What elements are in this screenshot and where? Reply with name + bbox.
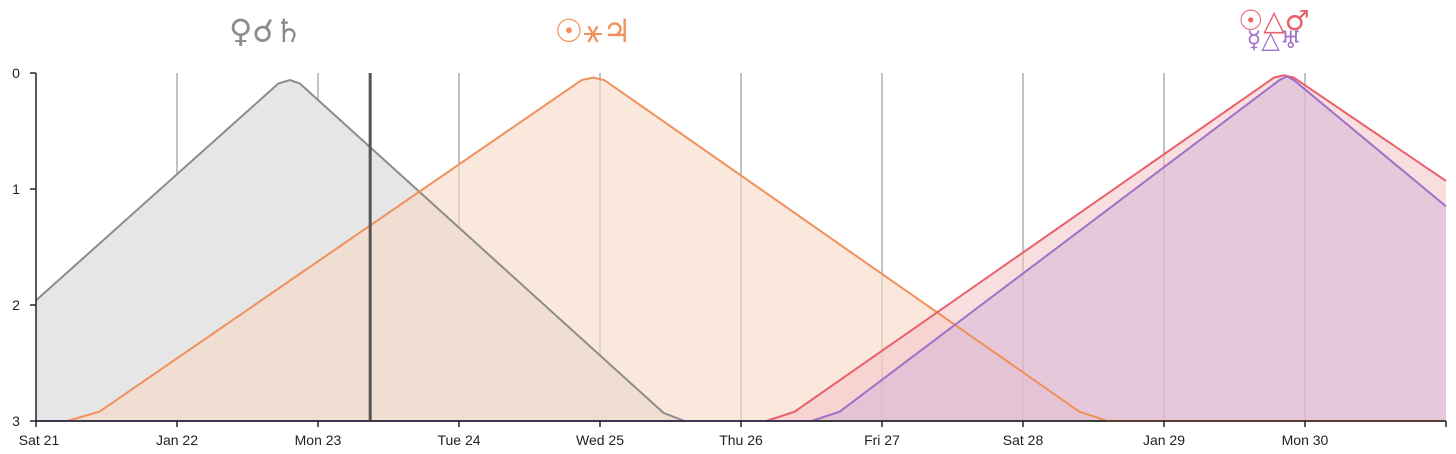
- x-tick-label: Jan 29: [1143, 432, 1185, 448]
- y-tick-label: 1: [12, 181, 20, 197]
- x-tick-labels: Sat 21 Jan 22 Mon 23 Tue 24 Wed 25 Thu 26 Fri …: [19, 432, 1329, 448]
- x-tick-label: Thu 26: [719, 432, 763, 448]
- x-tick-label: Mon 30: [1282, 432, 1329, 448]
- x-tick-label: Mon 23: [295, 432, 342, 448]
- x-tick-label: Sat 28: [1003, 432, 1044, 448]
- x-tick-label: Tue 24: [437, 432, 480, 448]
- aspect-glyph-label: ☉△♂: [1238, 4, 1310, 37]
- x-tick-label: Sat 21: [19, 432, 60, 448]
- series-area: [36, 77, 1446, 421]
- series-areas: [36, 75, 1446, 422]
- series-line: [36, 76, 1446, 422]
- aspect-glyph-label: ♀☌♄: [229, 12, 303, 50]
- y-tick-label: 3: [12, 413, 20, 429]
- y-tick-labels: 0 1 2 3: [12, 65, 20, 429]
- x-tick-label: Wed 25: [576, 432, 624, 448]
- aspect-glyph-annotations: ♀☌♄ ☉⚹♃ ☉△♂☿△♅: [229, 4, 1310, 54]
- x-tick-label: Jan 22: [156, 432, 198, 448]
- aspect-glyph-label: ☉⚹♃: [555, 12, 632, 50]
- y-tick-label: 0: [12, 65, 20, 81]
- x-tick-label: Fri 27: [864, 432, 900, 448]
- series-area: [36, 76, 1446, 421]
- axes: [30, 72, 1447, 427]
- y-tick-label: 2: [12, 297, 20, 313]
- aspect-glyph-label: ☿△♅: [1247, 26, 1302, 54]
